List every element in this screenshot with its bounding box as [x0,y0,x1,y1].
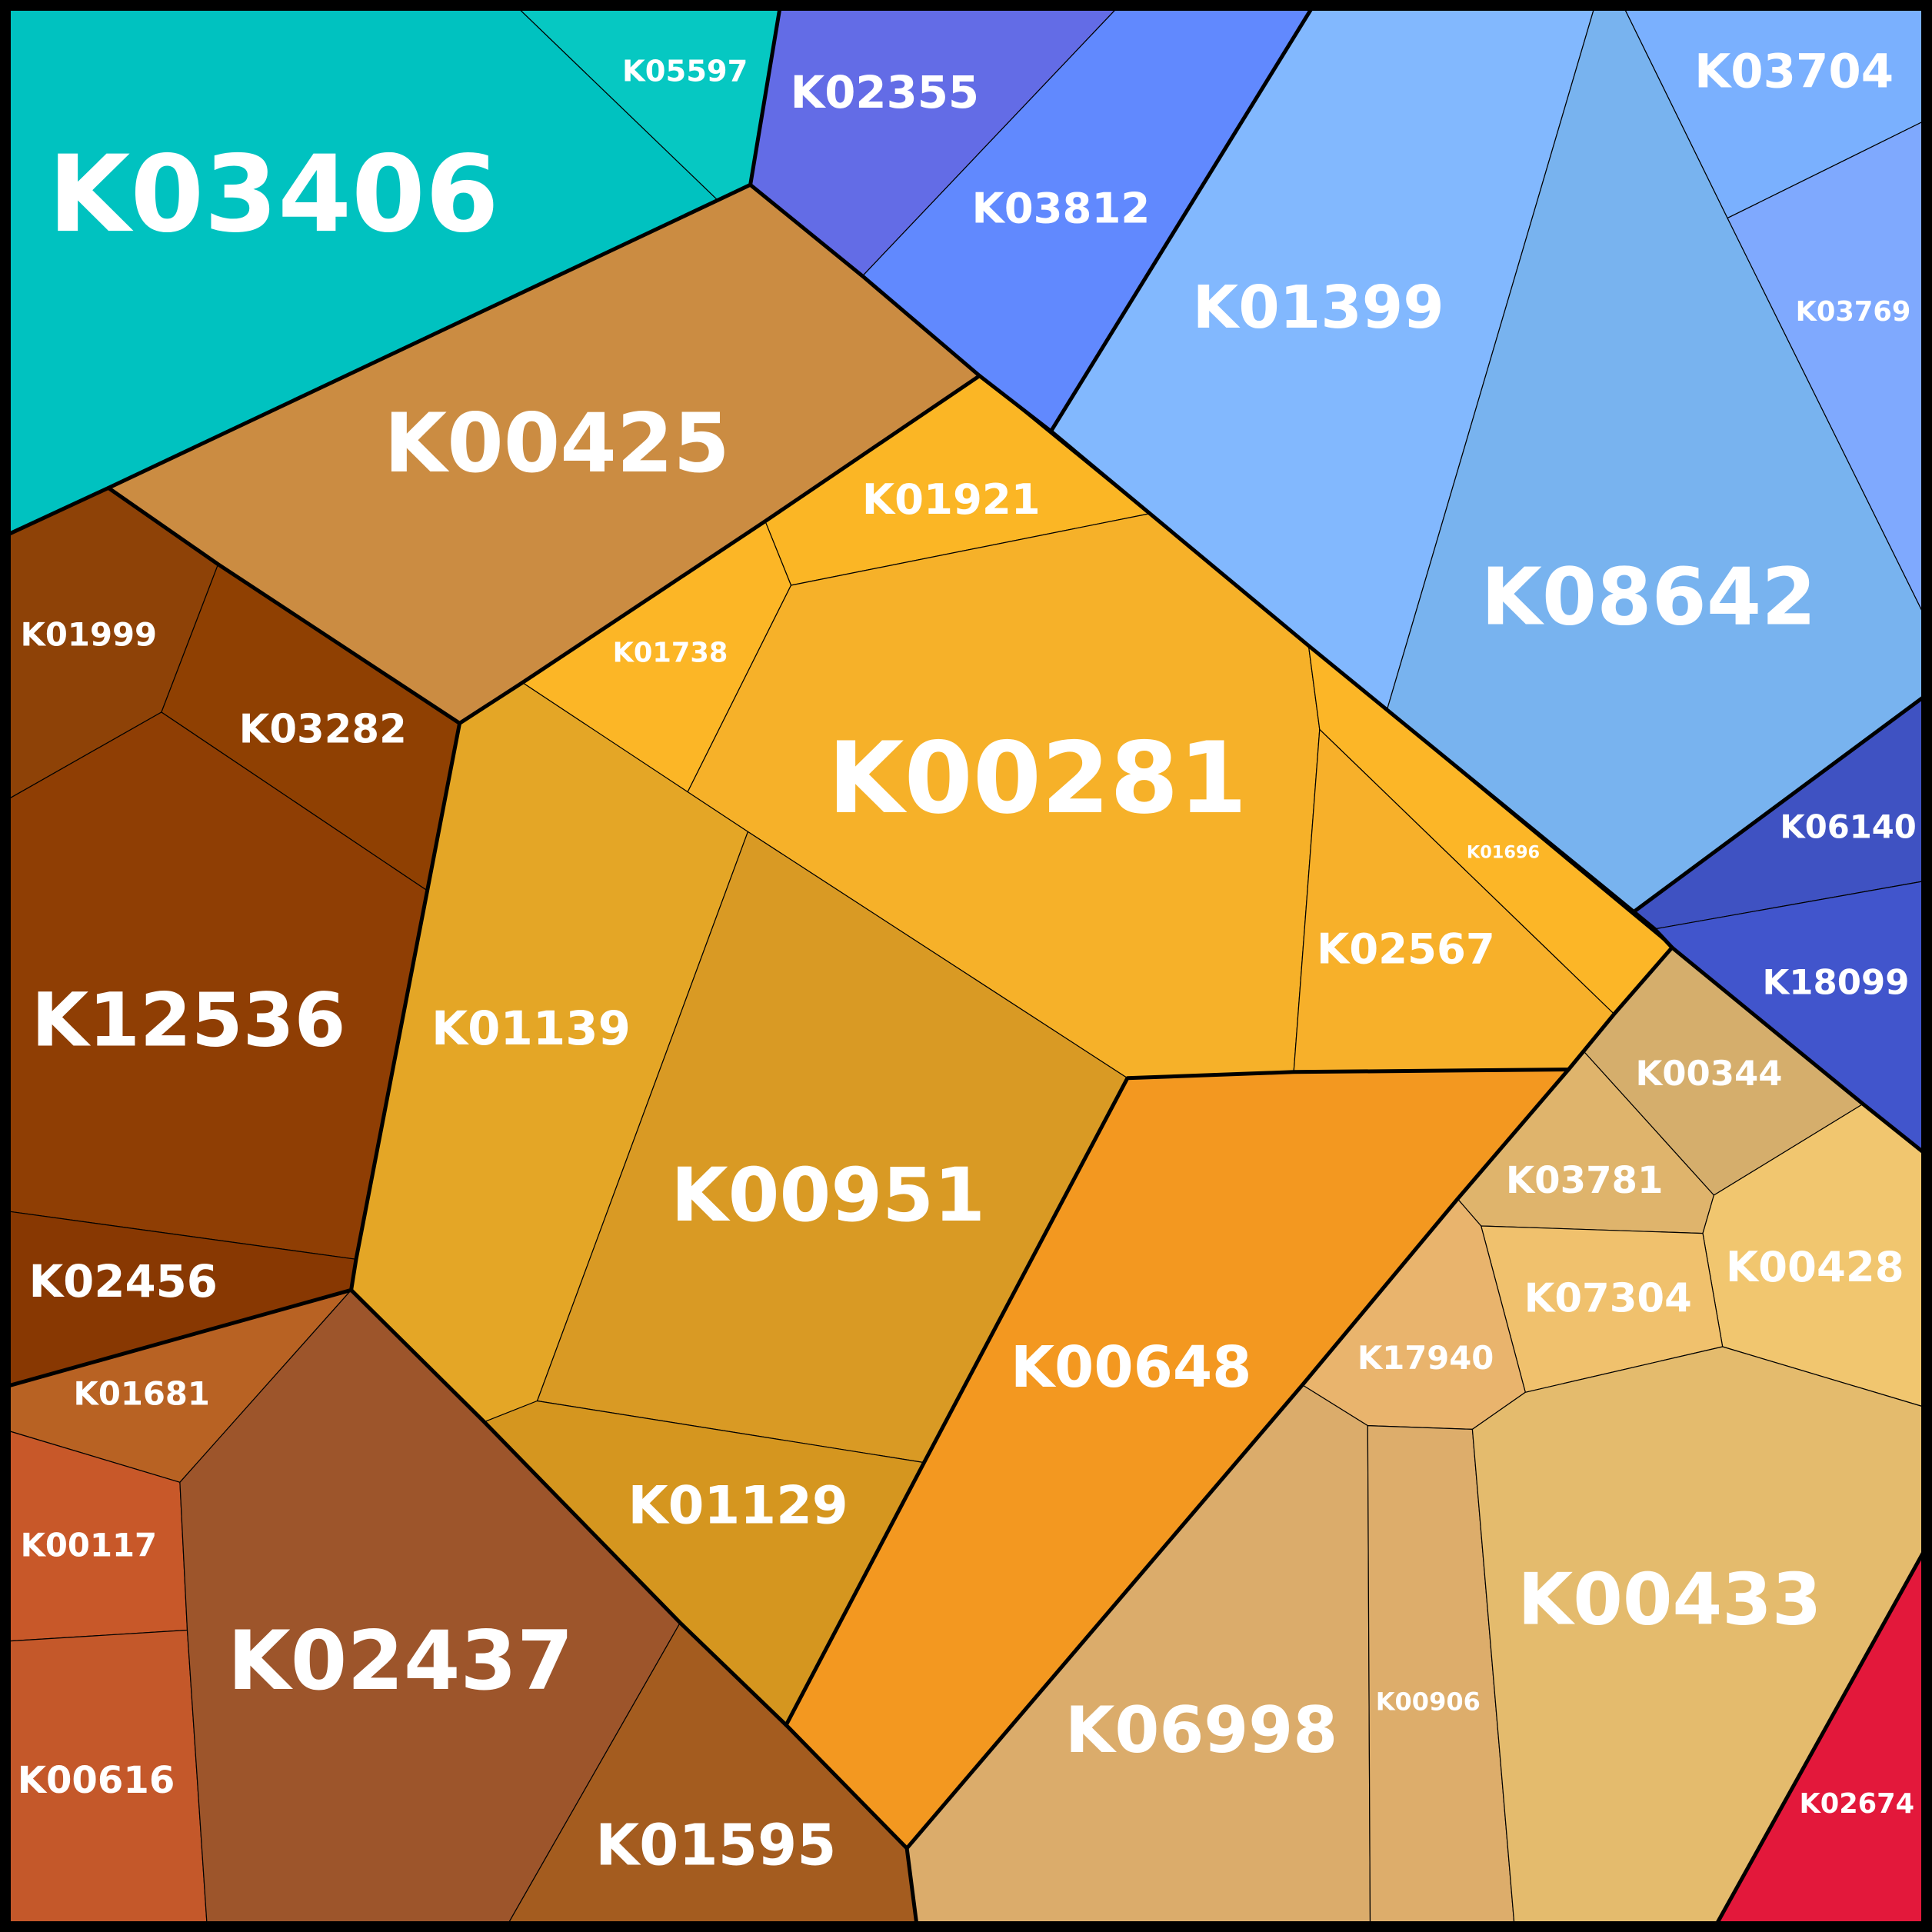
cell-label-k17940: K17940 [1357,1339,1494,1377]
cell-label-k07304: K07304 [1524,1276,1692,1322]
cell-label-k00906: K00906 [1376,1687,1481,1716]
group-border-line [458,374,982,725]
cell-label-k03406: K03406 [48,133,499,256]
cell-label-k01129: K01129 [628,1476,848,1536]
cell-label-k00425: K00425 [384,396,730,491]
cell-label-k00117: K00117 [21,1527,157,1564]
cell-label-k02456: K02456 [28,1255,217,1307]
group-border-line [784,1068,1571,1850]
cell-label-k00428: K00428 [1726,1242,1904,1291]
group-border-line [1714,1547,1927,1927]
cell-label-k01139: K01139 [431,1001,631,1056]
group-border-line [5,5,782,537]
cell-label-k03812: K03812 [971,184,1150,233]
cells-layer [7,7,1925,1925]
cell-label-k01999: K01999 [21,616,157,654]
group-border-line [5,485,462,1388]
cell-label-k02674: K02674 [1799,1788,1914,1820]
labels-layer: K03406 K05597 K02355 K03812 K01399 K08642 K037… [18,44,1917,1878]
group-borders [5,5,1927,1927]
cell-label-k06140: K06140 [1780,808,1916,846]
group-border-line [1670,945,1927,1155]
cell-label-k01696: K01696 [1467,843,1540,863]
cell-label-k00648: K00648 [1011,1335,1251,1401]
cell-label-k02567: K02567 [1317,924,1495,974]
cell-label-k00616: K00616 [18,1759,175,1802]
cell-label-k08642: K08642 [1481,552,1816,644]
cell-label-k18099: K18099 [1763,961,1910,1002]
cell-label-k02355: K02355 [791,66,979,118]
cell-label-k00344: K00344 [1636,1053,1783,1094]
cell-label-k01399: K01399 [1193,274,1444,342]
group-border-line [1049,5,1314,434]
cell-label-k01738: K01738 [613,638,728,669]
cell-label-k03704: K03704 [1694,44,1894,98]
cell-label-k01681: K01681 [74,1374,210,1412]
group-border-line [1631,910,1674,950]
cell-label-k00281: K00281 [828,721,1247,836]
cell-label-k06998: K06998 [1065,1693,1337,1767]
cell-label-k02437: K02437 [228,1614,574,1708]
cell-label-k00433: K00433 [1517,1557,1821,1641]
cell-label-k12536: K12536 [32,978,346,1064]
cell-label-k01921: K01921 [862,475,1041,524]
cell-label-k03781: K03781 [1506,1159,1664,1202]
cell-label-k05597: K05597 [622,54,748,88]
cell-label-k03282: K03282 [239,706,407,752]
cell-label-k01595: K01595 [595,1813,836,1878]
cell-label-k00951: K00951 [671,1152,985,1238]
cell-label-k03769: K03769 [1796,296,1911,328]
group-border-line [349,1287,788,1727]
